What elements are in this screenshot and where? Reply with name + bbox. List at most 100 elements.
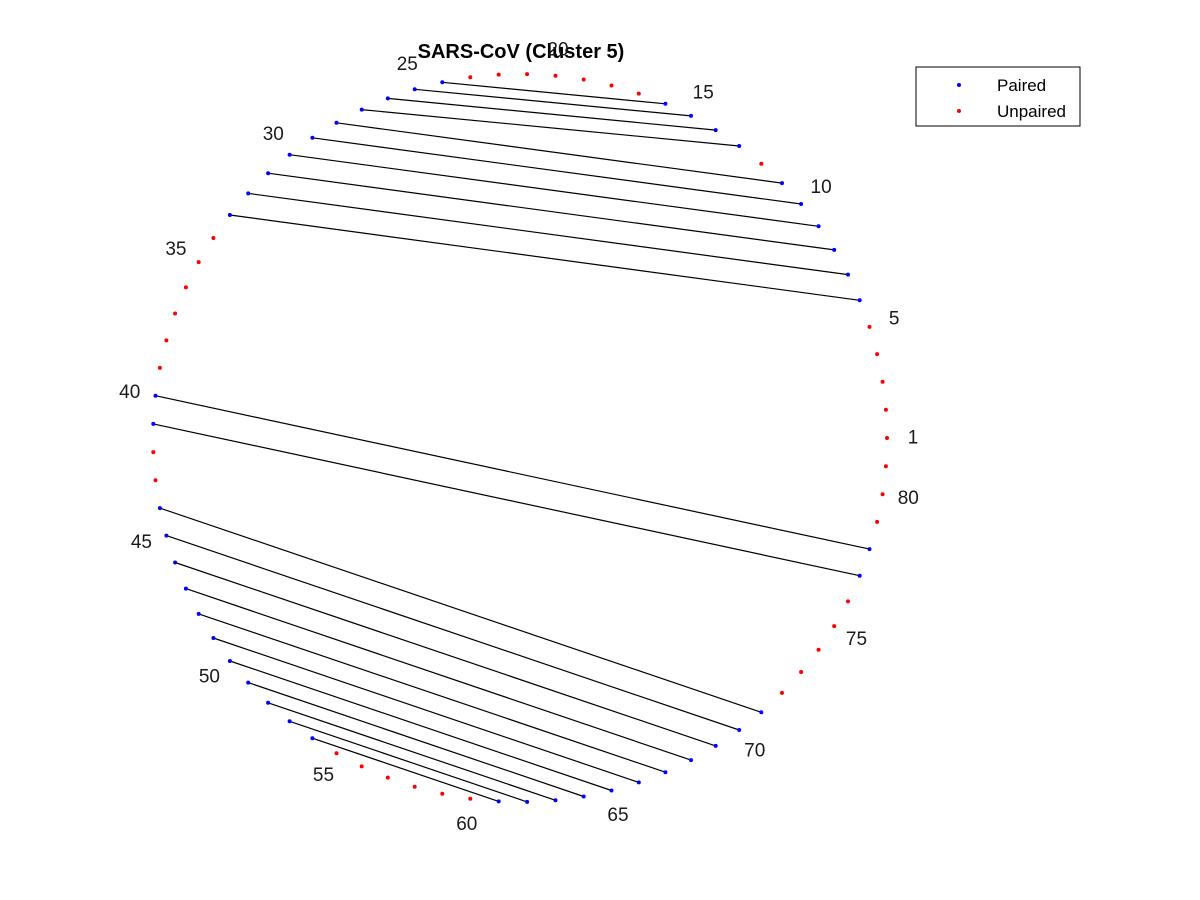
paired-point-52 (266, 700, 271, 705)
paired-point-27 (359, 107, 364, 112)
legend-unpaired-marker (957, 109, 961, 113)
paired-point-62 (525, 799, 530, 804)
paired-point-66 (636, 780, 641, 785)
paired-point-8 (832, 247, 837, 252)
pair-line-54-61 (312, 737, 499, 802)
position-label-5: 5 (889, 308, 900, 329)
pair-lines (153, 81, 870, 803)
unpaired-point-19 (581, 77, 586, 82)
unpaired-point-37 (173, 311, 178, 316)
paired-point-9 (816, 224, 821, 229)
pair-line-6-33 (229, 214, 860, 301)
unpaired-point-80 (880, 492, 885, 497)
pair-line-47-68 (185, 588, 692, 761)
position-label-1: 1 (908, 428, 919, 449)
legend: Paired Unpaired (915, 66, 1081, 127)
position-label-25: 25 (397, 54, 418, 75)
paired-point-26 (385, 96, 390, 101)
paired-point-49 (211, 636, 216, 640)
legend-paired-marker (957, 83, 961, 87)
unpaired-point-34 (211, 236, 216, 240)
unpaired-point-42 (151, 450, 156, 455)
paired-point-32 (246, 191, 251, 196)
pair-line-53-62 (289, 720, 528, 803)
unpaired-point-60 (468, 796, 473, 801)
paired-point-24 (440, 80, 445, 85)
pair-line-7-32 (248, 192, 849, 276)
unpaired-point-55 (334, 751, 339, 756)
paired-point-51 (246, 680, 251, 685)
unpaired-point-3 (880, 379, 885, 384)
position-label-65: 65 (607, 805, 628, 826)
paired-point-30 (287, 152, 292, 157)
unpaired-point-58 (412, 784, 417, 789)
paired-point-63 (553, 798, 558, 803)
paired-point-14 (713, 128, 718, 133)
paired-point-13 (737, 144, 742, 148)
unpaired-point-76 (846, 599, 850, 604)
unpaired-point-43 (153, 478, 158, 483)
unpaired-point-57 (385, 775, 390, 780)
paired-point-29 (310, 135, 315, 140)
paired-point-40 (153, 393, 158, 398)
position-label-60: 60 (456, 814, 477, 835)
unpaired-point-22 (496, 72, 501, 77)
unpaired-point-72 (780, 690, 784, 695)
unpaired-point-56 (359, 764, 364, 769)
pair-line-9-30 (289, 154, 819, 227)
paired-point-65 (609, 788, 614, 793)
legend-paired-label: Paired (997, 76, 1046, 95)
pair-line-50-65 (229, 660, 612, 792)
paired-point-46 (173, 560, 178, 565)
pair-line-8-31 (268, 172, 835, 251)
position-label-30: 30 (263, 124, 284, 145)
paired-point-44 (157, 506, 162, 511)
unpaired-point-59 (440, 791, 445, 796)
unpaired-point-81 (883, 464, 888, 469)
paired-point-53 (287, 719, 292, 724)
paired-point-11 (780, 181, 784, 186)
pair-line-14-26 (387, 97, 716, 131)
paired-point-54 (310, 736, 315, 741)
pair-line-44-71 (159, 507, 762, 713)
position-label-15: 15 (693, 82, 714, 103)
legend-unpaired-label: Unpaired (997, 102, 1066, 121)
paired-point-47 (183, 586, 188, 591)
pair-line-13-27 (361, 109, 740, 147)
unpaired-point-74 (816, 647, 821, 652)
pair-line-45-70 (166, 535, 740, 731)
position-label-75: 75 (846, 629, 867, 650)
nucleotide-points (151, 72, 889, 804)
paired-point-48 (196, 611, 201, 616)
position-label-20: 20 (547, 39, 568, 60)
position-label-10: 10 (811, 177, 832, 198)
pair-line-49-66 (213, 637, 639, 783)
paired-point-64 (581, 794, 586, 799)
paired-point-15 (689, 113, 693, 118)
paired-point-61 (496, 799, 501, 804)
pair-line-46-69 (174, 561, 716, 747)
paired-point-45 (164, 533, 169, 538)
paired-point-67 (663, 770, 668, 775)
position-label-50: 50 (199, 666, 220, 687)
unpaired-point-17 (636, 91, 641, 96)
pair-line-52-63 (267, 702, 556, 801)
pair-line-51-64 (248, 682, 584, 798)
unpaired-point-21 (525, 72, 530, 77)
pair-line-48-67 (198, 613, 666, 773)
unpaired-point-5 (867, 324, 872, 329)
pair-line-15-25 (414, 88, 692, 117)
unpaired-point-20 (553, 73, 558, 78)
position-label-80: 80 (898, 488, 919, 509)
position-label-55: 55 (313, 765, 334, 786)
paired-point-41 (151, 421, 156, 426)
position-label-70: 70 (744, 740, 765, 761)
paired-point-16 (663, 101, 668, 106)
unpaired-point-73 (799, 670, 804, 674)
paired-point-10 (799, 202, 804, 206)
unpaired-point-18 (609, 83, 614, 88)
pair-line-11-28 (336, 122, 783, 184)
unpaired-point-4 (875, 352, 880, 357)
unpaired-point-38 (164, 338, 169, 343)
